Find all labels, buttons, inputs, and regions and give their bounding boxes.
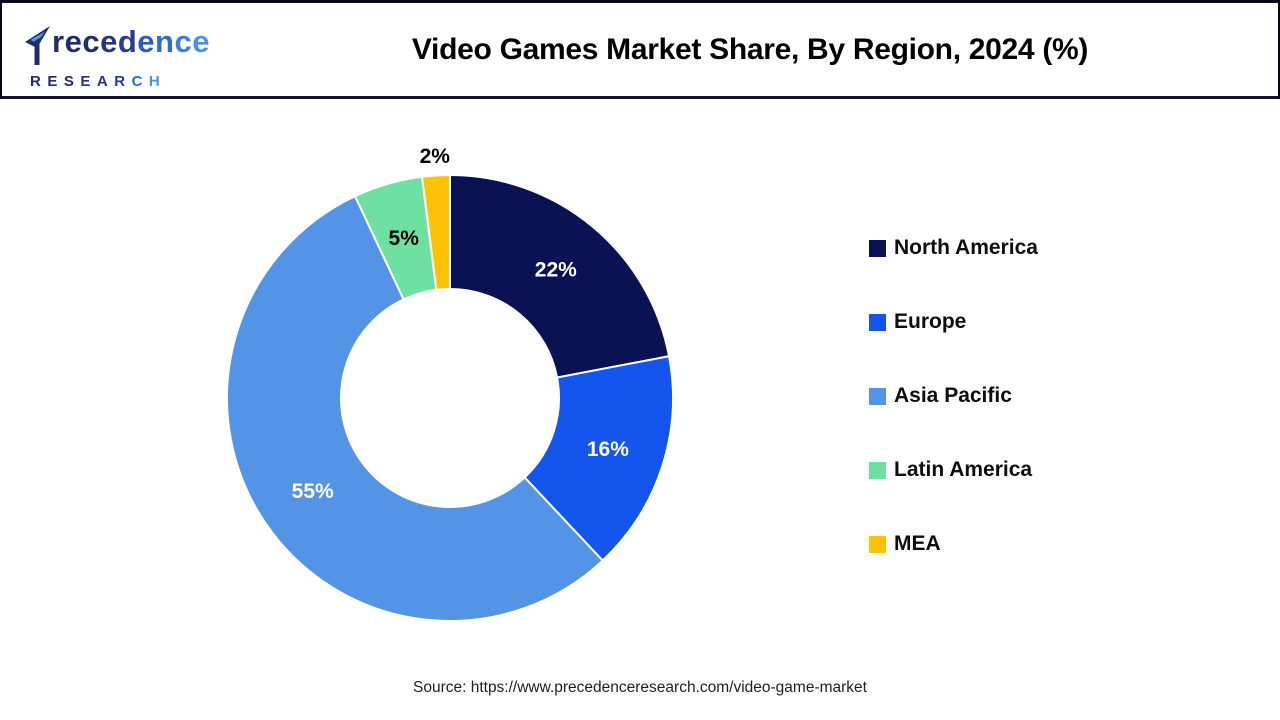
pie-slice-asia-pacific (226, 194, 605, 622)
logo-letter: E (47, 73, 64, 90)
legend: North America Europe Asia Pacific Latin Ame… (869, 236, 1038, 606)
pie-label-asia-pacific: 55% (292, 480, 334, 503)
pie-label-north-america: 22% (535, 259, 577, 282)
pie-slice-mea (420, 173, 451, 291)
legend-label: MEA (894, 532, 941, 555)
pie-label-mea: 2% (420, 145, 451, 168)
logo-letter: e (64, 24, 83, 59)
precedence-research-logo: recedence RESEARCH (24, 25, 210, 91)
legend-swatch-icon (869, 387, 886, 405)
source-text: Source: https://www.precedenceresearch.c… (412, 679, 867, 696)
donut-chart: 22% 16% 55% 5% 2% (226, 145, 674, 622)
legend-swatch-icon (869, 535, 886, 553)
logo-letter: C (131, 73, 149, 90)
legend-swatch-icon (869, 461, 886, 479)
logo-letter: e (192, 24, 210, 59)
legend-item-latin-america: Latin America (869, 458, 1038, 482)
header: recedence RESEARCH Video Games Market Sh… (0, 0, 1280, 99)
legend-label: Asia Pacific (894, 384, 1012, 407)
logo-letter: S (63, 73, 81, 90)
legend-swatch-icon (869, 239, 886, 257)
logo-letter: e (100, 24, 118, 59)
legend-item-mea: MEA (869, 532, 1038, 556)
legend-label: Europe (894, 310, 967, 333)
legend-item-europe: Europe (869, 310, 1038, 334)
logo-letter: R (114, 73, 132, 90)
logo-letter: e (137, 24, 156, 59)
logo-letter: R (30, 73, 48, 90)
logo-letter: n (155, 24, 175, 59)
pie-slice-north-america (449, 173, 671, 379)
logo-letter: r (52, 24, 65, 59)
logo-paper-plane-p-icon (24, 25, 51, 72)
logo-wordmark-letters: recedence (52, 25, 210, 59)
chart-title: Video Games Market Share, By Region, 202… (411, 32, 1089, 66)
logo-wordmark: recedence (24, 25, 210, 72)
logo-research-text: RESEARCH (24, 73, 210, 91)
logo-letter: A (96, 73, 115, 90)
pie-slice-europe (523, 355, 674, 562)
logo-letter: c (82, 24, 101, 59)
legend-label: Latin America (894, 458, 1033, 481)
legend-item-north-america: North America (869, 236, 1038, 260)
logo-letter: d (117, 24, 138, 59)
logo-letter: H (148, 73, 167, 90)
legend-label: North America (894, 236, 1038, 259)
legend-item-asia-pacific: Asia Pacific (869, 384, 1038, 408)
logo-letter: c (174, 24, 193, 59)
pie-label-latin-america: 5% (389, 227, 420, 250)
pie-label-europe: 16% (587, 438, 629, 461)
logo-letter: E (80, 73, 97, 90)
legend-swatch-icon (869, 313, 886, 331)
